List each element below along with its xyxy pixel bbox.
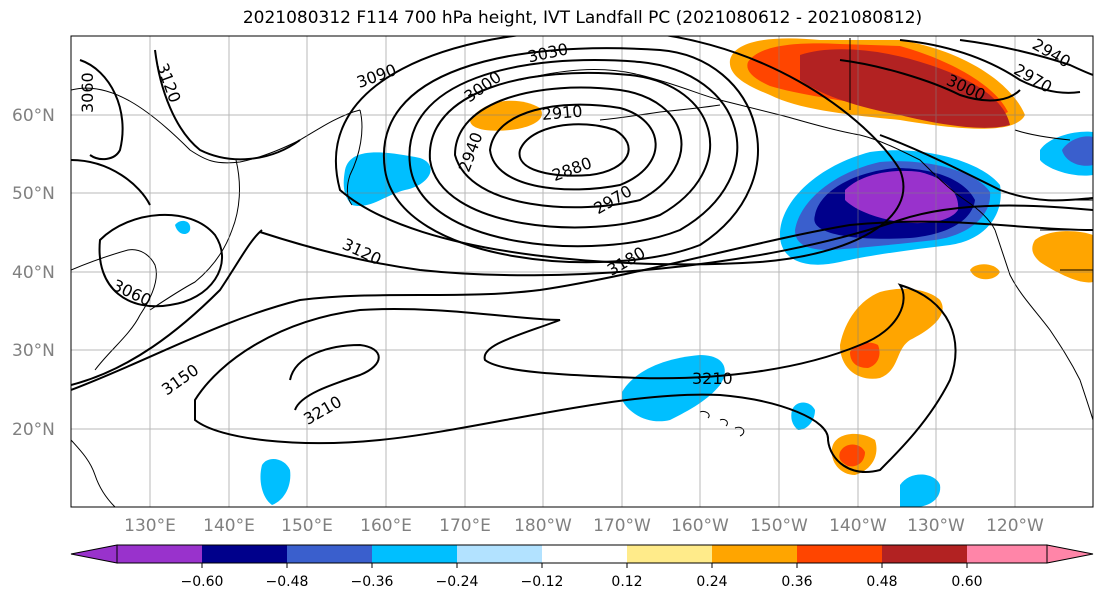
contour-label: 2910 bbox=[541, 102, 583, 124]
contour-3210-a bbox=[289, 343, 380, 411]
shade-blue-ne bbox=[1062, 136, 1093, 166]
lon-label: 130°E bbox=[124, 516, 176, 536]
lat-label: 30°N bbox=[12, 341, 55, 361]
colorbar-segment bbox=[372, 545, 457, 563]
contour-2910 bbox=[488, 103, 657, 191]
colorbar-segment bbox=[627, 545, 712, 563]
colorbar-tick-label: −0.24 bbox=[436, 574, 479, 590]
colorbar-segment bbox=[882, 545, 967, 563]
colorbar-segment bbox=[457, 545, 542, 563]
lon-label: 150°E bbox=[281, 516, 333, 536]
contour-3030-gulf bbox=[879, 134, 1093, 202]
contour-3000-gulf bbox=[839, 59, 1021, 102]
contour-3090-left bbox=[71, 159, 151, 206]
contour-2970 bbox=[428, 71, 712, 229]
lon-label: 120°W bbox=[986, 516, 1044, 536]
coast-aleutian bbox=[599, 104, 721, 121]
shade-cyan-west bbox=[260, 458, 291, 505]
shade-cyan-small1 bbox=[791, 402, 815, 430]
lon-label: 160°E bbox=[360, 516, 412, 536]
shade-cyan-se bbox=[900, 474, 941, 507]
lon-label: 140°W bbox=[829, 516, 887, 536]
contour-2970-gulf bbox=[899, 39, 1081, 94]
colorbar-extend-low bbox=[70, 544, 118, 564]
contour-2880 bbox=[518, 123, 630, 177]
contour-label: 3060 bbox=[78, 72, 97, 113]
lon-label: 130°W bbox=[907, 516, 965, 536]
colorbar-tick-label: 0.60 bbox=[951, 574, 982, 590]
coast-asia-north bbox=[71, 87, 361, 164]
lon-label: 160°W bbox=[671, 516, 729, 536]
contour-3030 bbox=[382, 47, 759, 264]
contour-3120-b bbox=[259, 204, 1093, 277]
contour-3060-left bbox=[79, 59, 124, 161]
contour-3150 bbox=[71, 229, 263, 386]
map-frame bbox=[70, 35, 1094, 508]
coast-alaska bbox=[519, 69, 861, 136]
contour-3210-b bbox=[194, 283, 957, 473]
lat-label: 50°N bbox=[12, 184, 55, 204]
longitude-labels: 130°E 140°E 150°E 160°E 170°E 180°W 170°… bbox=[124, 516, 1044, 536]
lon-label: 180°W bbox=[514, 516, 572, 536]
colorbar-tick-label: 0.12 bbox=[611, 574, 642, 590]
colorbar-tick-labels: −0.60 −0.48 −0.36 −0.24 −0.12 0.12 0.24 … bbox=[181, 574, 983, 590]
coastlines bbox=[71, 38, 1093, 507]
colorbar-segment bbox=[967, 545, 1047, 563]
height-contours bbox=[71, 36, 1093, 473]
shade-darkred-gulf bbox=[800, 49, 1010, 128]
colorbar-segment bbox=[202, 545, 287, 563]
lat-label: 60°N bbox=[12, 106, 55, 126]
colorbar-segment bbox=[712, 545, 797, 563]
lat-label: 40°N bbox=[12, 263, 55, 283]
colorbar-segment bbox=[797, 545, 882, 563]
colorbar-tick-label: −0.12 bbox=[521, 574, 564, 590]
contour-2940 bbox=[453, 86, 683, 209]
contour-3060-jp bbox=[98, 214, 223, 308]
lon-label: 140°E bbox=[203, 516, 255, 536]
coast-uswest bbox=[994, 229, 1093, 421]
contour-3180 bbox=[71, 220, 1093, 391]
lon-label: 150°W bbox=[750, 516, 808, 536]
contour-2940-gulf bbox=[959, 39, 1093, 76]
latitude-labels: 60°N 50°N 40°N 30°N 20°N bbox=[12, 106, 55, 440]
colorbar-tick-label: 0.24 bbox=[696, 574, 727, 590]
colorbar-segment bbox=[287, 545, 372, 563]
contour-3090 bbox=[334, 36, 905, 266]
colorbar-tick-label: −0.36 bbox=[351, 574, 394, 590]
colorbar-segment bbox=[117, 545, 202, 563]
coast-korea-china bbox=[71, 249, 157, 371]
coast-bc bbox=[859, 134, 996, 231]
contour-3000 bbox=[408, 59, 739, 248]
shade-cyan-japan bbox=[175, 220, 191, 235]
colorbar: −0.60 −0.48 −0.36 −0.24 −0.12 0.12 0.24 … bbox=[70, 544, 1094, 590]
coast-japan bbox=[149, 159, 240, 311]
colorbar-tick-label: 0.36 bbox=[781, 574, 812, 590]
lon-label: 170°E bbox=[439, 516, 491, 536]
lon-label: 170°W bbox=[593, 516, 651, 536]
colorbar-tick-label: −0.48 bbox=[266, 574, 309, 590]
chart-title: 2021080312 F114 700 hPa height, IVT Land… bbox=[242, 8, 923, 28]
colorbar-frame bbox=[116, 544, 1048, 564]
coast-philippines bbox=[71, 439, 116, 507]
colorbar-extend-high bbox=[1046, 544, 1094, 564]
colorbar-ticks bbox=[201, 563, 968, 568]
colorbar-tick-label: 0.48 bbox=[866, 574, 897, 590]
shade-red-south bbox=[839, 444, 865, 467]
shade-red-central bbox=[850, 342, 880, 368]
lat-label: 20°N bbox=[12, 420, 55, 440]
shade-cyan-hawaii bbox=[622, 355, 725, 422]
shade-orange-bering bbox=[470, 100, 542, 131]
colorbar-tick-label: −0.60 bbox=[181, 574, 224, 590]
coast-kamchatka bbox=[346, 109, 363, 206]
contour-3120-a bbox=[154, 49, 301, 161]
contour-label: 3210 bbox=[692, 369, 733, 388]
colorbar-segment bbox=[542, 545, 627, 563]
